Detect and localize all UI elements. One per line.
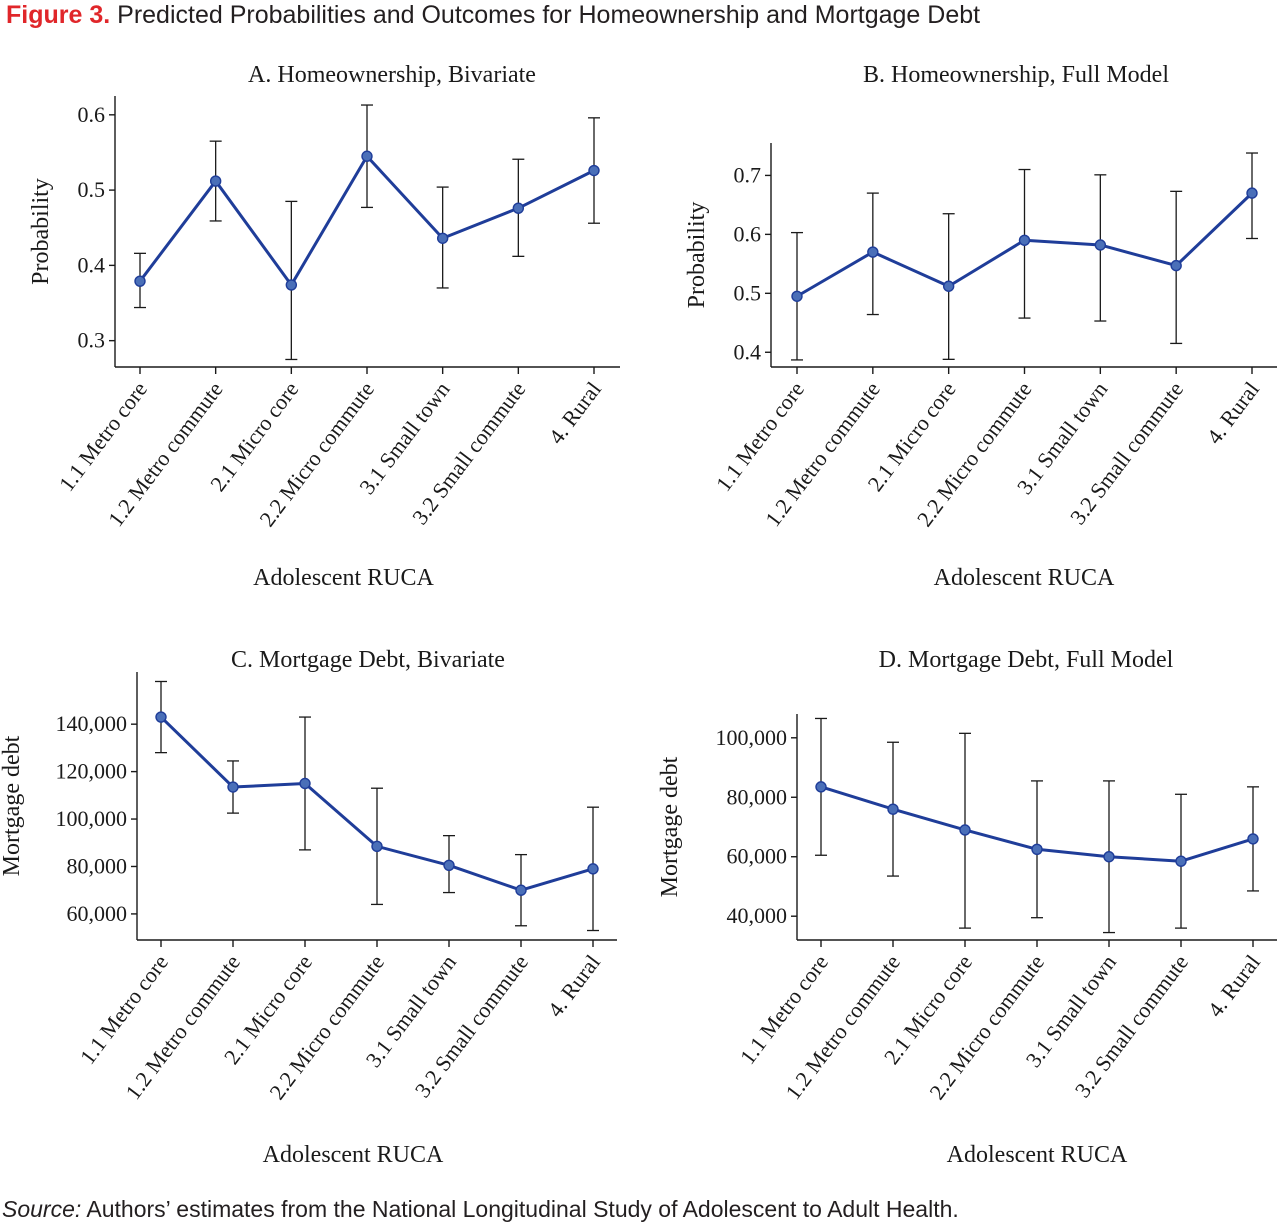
data-point xyxy=(867,246,879,258)
chart-panel-4: D. Mortgage Debt, Full Model 40,000 60,000… xyxy=(657,647,1277,1168)
data-point xyxy=(1094,239,1107,251)
data-point xyxy=(512,202,525,214)
y-tick-label: 0.3 xyxy=(78,328,106,353)
data-point xyxy=(887,803,899,815)
data-point xyxy=(791,290,803,302)
y-tick-label: 60,000 xyxy=(727,844,788,869)
chart-panel-3: C. Mortgage Debt, Bivariate 60,000 80,000 1… xyxy=(0,647,617,1168)
chart-panel-1: A. Homeownership, Bivariate0.30.40.50.61… xyxy=(28,62,620,591)
y-tick-label: 0.6 xyxy=(78,102,106,127)
data-point xyxy=(815,781,827,793)
chart-title: A. Homeownership, Bivariate xyxy=(248,62,536,88)
chart-panel-2: B. Homeownership, Full Model 0.4 0.5 0.6 0.7… xyxy=(684,62,1277,591)
x-tick-label: 4. Rural xyxy=(1201,377,1264,449)
figure-title-text: Predicted Probabilities and Outcomes for… xyxy=(117,1,981,29)
chart-title: C. Mortgage Debt, Bivariate xyxy=(231,647,505,673)
x-axis-label: Adolescent RUCA xyxy=(253,565,434,591)
data-point xyxy=(1175,855,1187,867)
y-tick-label: 140,000 xyxy=(56,711,128,736)
y-tick-label: 80,000 xyxy=(67,853,128,878)
data-point xyxy=(361,150,373,162)
chart-title: B. Homeownership, Full Model xyxy=(863,62,1169,88)
data-point xyxy=(155,711,167,723)
data-point xyxy=(443,859,455,871)
data-point xyxy=(209,175,222,187)
data-point xyxy=(588,164,600,177)
data-point xyxy=(942,280,955,292)
data-point xyxy=(227,781,239,793)
source-text: Authors’ estimates from the National Lon… xyxy=(86,1196,959,1222)
data-point xyxy=(1103,851,1115,863)
y-tick-label: 60,000 xyxy=(67,901,128,926)
data-point xyxy=(1247,833,1259,845)
y-tick-label: 0.7 xyxy=(734,162,762,187)
data-point xyxy=(285,279,298,291)
y-tick-label: 100,000 xyxy=(716,725,788,750)
y-tick-label: 80,000 xyxy=(727,784,788,809)
data-point xyxy=(587,863,599,875)
y-tick-label: 0.4 xyxy=(78,252,106,277)
y-tick-label: 120,000 xyxy=(56,759,128,784)
y-tick-label: 0.6 xyxy=(734,221,762,246)
y-tick-label: 0.5 xyxy=(734,280,762,305)
x-axis-label: Adolescent RUCA xyxy=(263,1142,444,1168)
y-tick-label: 100,000 xyxy=(56,806,128,831)
x-axis-label: Adolescent RUCA xyxy=(947,1142,1128,1168)
data-point xyxy=(1018,234,1031,246)
data-point xyxy=(959,824,971,836)
figure-label: Figure 3. xyxy=(6,1,111,29)
y-axis-label: Mortgage debt xyxy=(0,735,25,876)
x-axis-label: Adolescent RUCA xyxy=(934,565,1115,591)
y-axis-label: Probability xyxy=(28,178,54,285)
y-tick-label: 0.4 xyxy=(734,339,762,364)
data-point xyxy=(134,275,146,287)
y-tick-label: 0.5 xyxy=(78,177,106,202)
chart-title: D. Mortgage Debt, Full Model xyxy=(879,647,1174,673)
x-tick-label: 4. Rural xyxy=(1202,950,1265,1022)
y-axis-label: Probability xyxy=(684,202,710,309)
data-point xyxy=(1170,259,1182,272)
source-note: Source: Authors’ estimates from the Nati… xyxy=(2,1194,1278,1224)
x-tick-label: 4. Rural xyxy=(543,377,606,449)
source-label: Source: xyxy=(2,1196,82,1222)
x-tick-label: 4. Rural xyxy=(542,950,605,1022)
data-point xyxy=(1031,843,1043,856)
data-point xyxy=(515,884,527,896)
figure-title: Figure 3. Predicted Probabilities and Ou… xyxy=(6,0,1276,30)
y-axis-label: Mortgage debt xyxy=(657,756,683,897)
data-point xyxy=(299,777,311,790)
data-point xyxy=(436,232,449,244)
data-point xyxy=(371,840,383,853)
y-tick-label: 40,000 xyxy=(727,903,788,928)
data-point xyxy=(1246,187,1258,199)
